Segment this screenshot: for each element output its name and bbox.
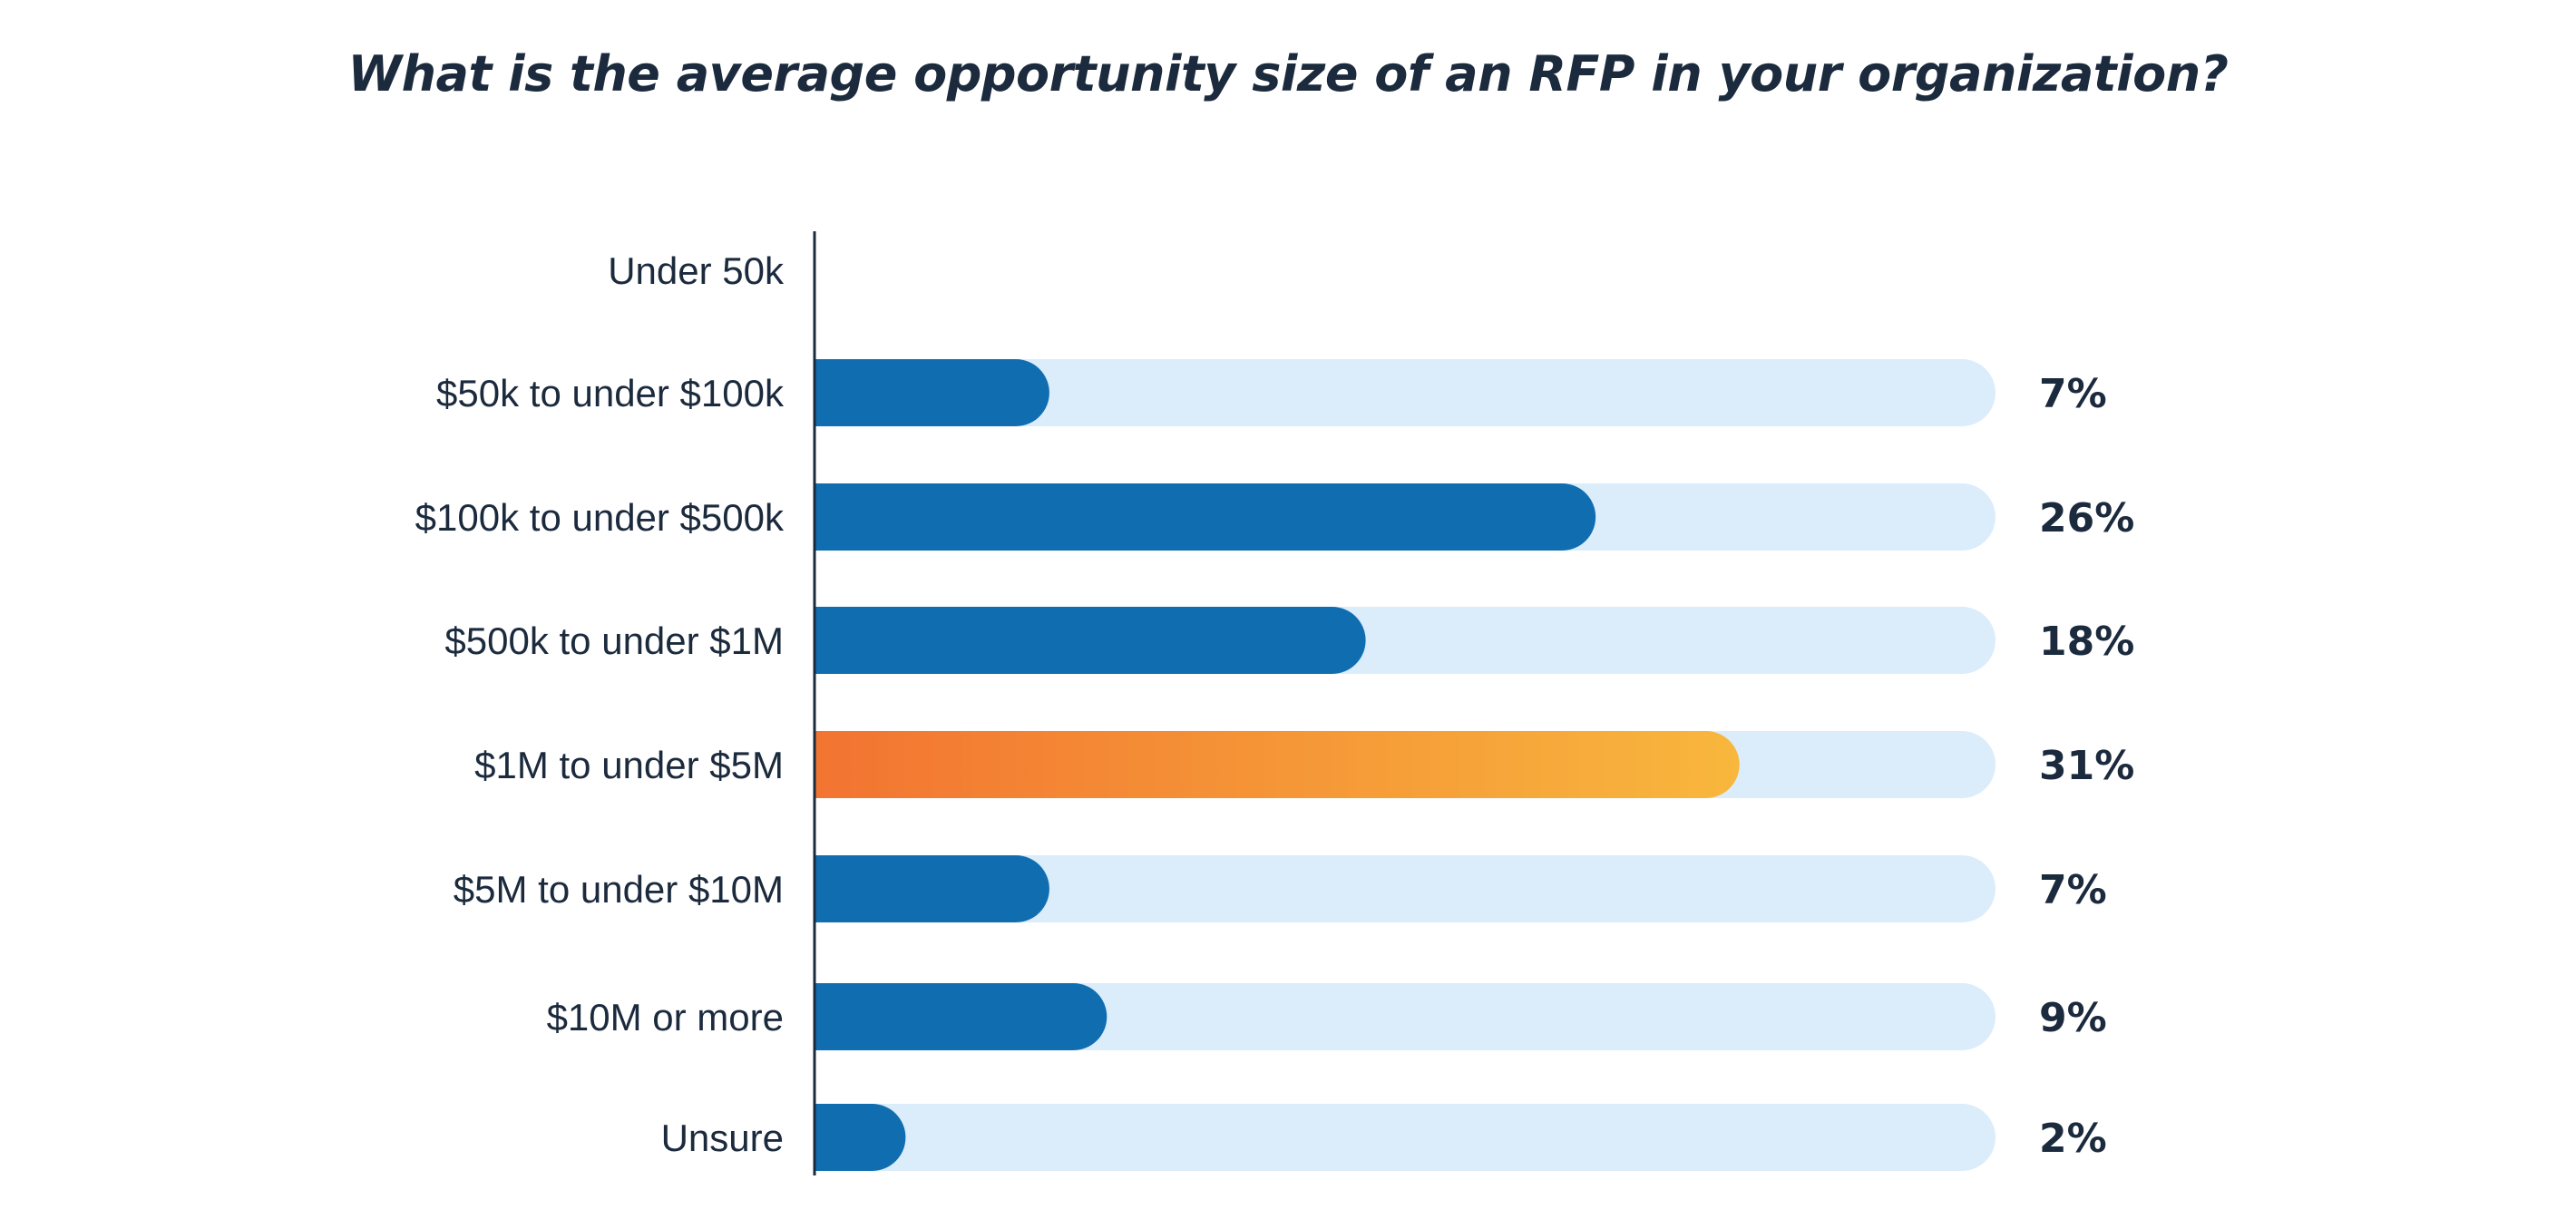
bars (815, 359, 1740, 1171)
value-label: 7% (2039, 371, 2107, 417)
category-labels: Under 50k $50k to under $100k $100k to und… (415, 249, 785, 1159)
value-label: 26% (2039, 495, 2134, 541)
bar (815, 855, 1049, 922)
bar-track (815, 359, 1995, 426)
category-label: $5M to under $10M (454, 868, 784, 911)
value-label: 2% (2039, 1116, 2107, 1162)
value-label: 18% (2039, 619, 2134, 665)
chart-title: What is the average opportunity size of … (347, 45, 2229, 102)
value-label: 31% (2039, 743, 2134, 789)
bar (815, 483, 1596, 551)
bar-track (815, 855, 1995, 922)
bar-track (815, 983, 1995, 1050)
value-label: 7% (2039, 867, 2107, 913)
value-label: 9% (2039, 995, 2107, 1041)
category-label: $500k to under $1M (444, 619, 784, 662)
bar (815, 607, 1366, 674)
category-label: Unsure (661, 1117, 784, 1159)
category-label: Under 50k (608, 249, 785, 292)
bar (815, 359, 1049, 427)
highlighted-bar (815, 731, 1740, 798)
bar (815, 983, 1107, 1050)
bar (815, 1104, 906, 1171)
category-label: $100k to under $500k (415, 496, 785, 539)
value-labels: 7% 26% 18% 31% 7% 9% 2% (2039, 371, 2134, 1162)
bar-track (815, 1104, 1995, 1171)
category-label: $50k to under $100k (436, 372, 785, 414)
category-label: $1M to under $5M (474, 744, 784, 786)
category-label: $10M or more (547, 996, 784, 1039)
